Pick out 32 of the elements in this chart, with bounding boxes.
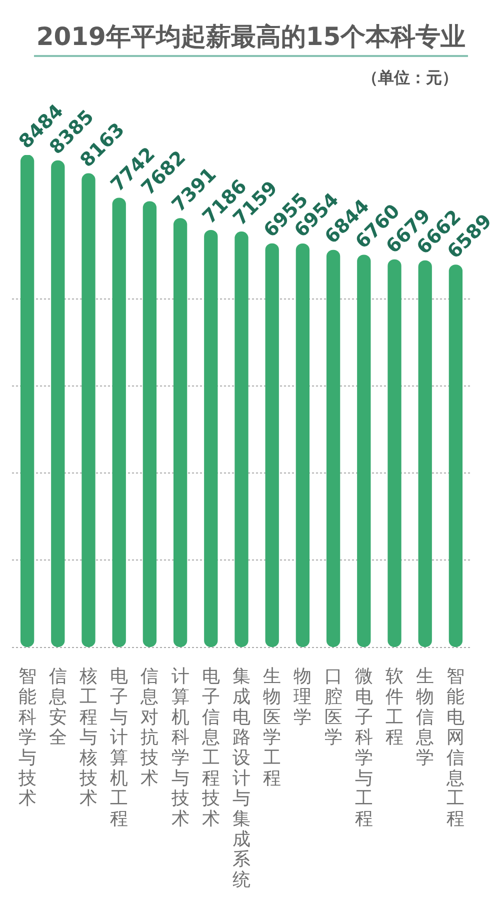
bar (265, 243, 279, 648)
bar (51, 160, 65, 648)
bar (418, 260, 432, 648)
x-tick-label: 电子信息工程技术 (200, 666, 220, 830)
bar (357, 254, 371, 648)
x-tick-label: 生物信息学 (415, 666, 434, 768)
bar (20, 155, 34, 648)
x-tick-label: 微电子科学与工程 (354, 666, 373, 830)
chart-subtitle: （单位：元） (362, 68, 458, 88)
bar (173, 218, 188, 648)
x-tick-label: 口腔医学 (324, 666, 342, 748)
bar (448, 264, 463, 648)
bar (234, 232, 248, 648)
x-tick-label: 生物医学工程 (263, 666, 282, 789)
bar (204, 230, 218, 648)
x-tick-label: 信息对抗技术 (140, 666, 159, 789)
x-tick-label: 核工程与核技术 (78, 666, 98, 810)
bar (388, 259, 402, 648)
chart-title: 2019年平均起薪最高的15个本科专业 (34, 21, 468, 57)
category-label: 集成电路设计与集成系统 (232, 666, 250, 890)
bar (82, 173, 96, 648)
x-tick-label: 电子与计算机工程 (110, 666, 128, 830)
x-tick-label: 信息安全 (48, 666, 67, 748)
bar (296, 243, 310, 648)
x-tick-label: 智能电网信息工程 (446, 666, 465, 830)
bar (112, 198, 126, 648)
x-tick-label: 物理学 (294, 666, 312, 728)
x-tick-label: 智能科学与技术 (17, 666, 36, 810)
x-tick-label: 计算机科学与技术 (170, 666, 190, 830)
bar (326, 250, 340, 648)
x-tick-label: 软件工程 (386, 666, 404, 748)
bar (142, 201, 157, 648)
